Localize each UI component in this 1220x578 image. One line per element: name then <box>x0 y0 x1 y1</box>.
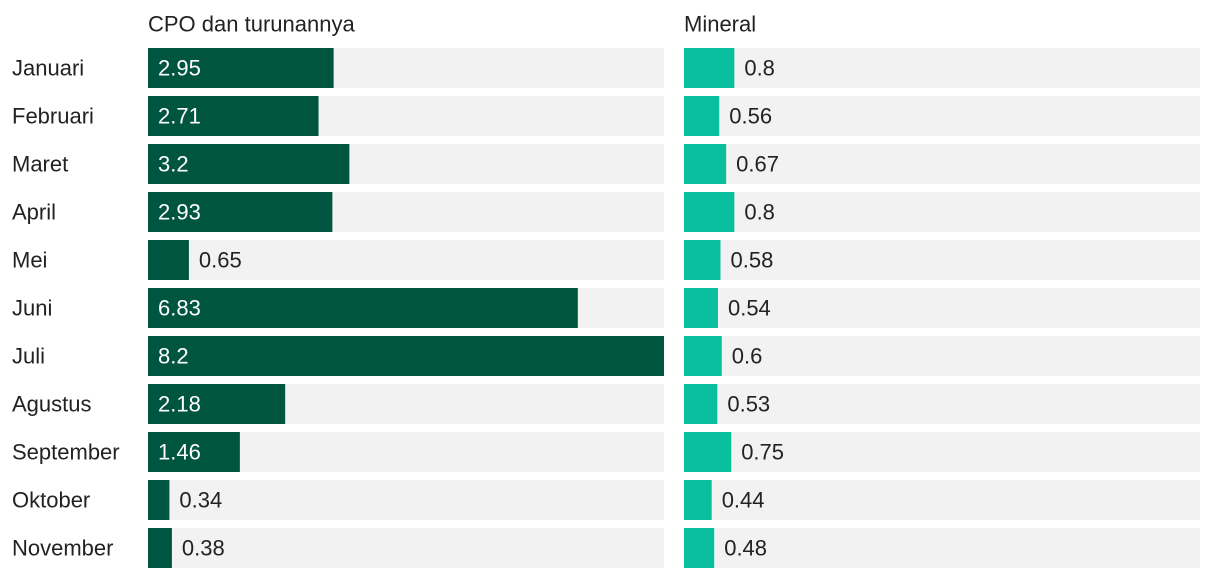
data-label: 0.75 <box>741 440 784 465</box>
data-label: 1.46 <box>158 440 201 465</box>
category-label: Februari <box>12 104 94 129</box>
bar <box>148 288 578 328</box>
bar <box>684 96 720 136</box>
bar <box>148 528 172 568</box>
bar <box>684 432 732 472</box>
panel-title: CPO dan turunannya <box>148 12 355 37</box>
category-label: April <box>12 200 56 225</box>
data-label: 0.65 <box>199 248 242 273</box>
data-label: 0.6 <box>732 344 763 369</box>
bar-track <box>684 432 1200 472</box>
data-label: 0.58 <box>730 248 773 273</box>
bar <box>684 48 735 88</box>
bar <box>684 192 735 232</box>
category-label: Oktober <box>12 488 90 513</box>
chart-panels: CPO dan turunannya 2.95 2.71 3.2 2.93 0.65 6.8… <box>148 12 1200 568</box>
data-label: 0.44 <box>722 488 765 513</box>
category-label: November <box>12 536 113 561</box>
bar <box>684 336 722 376</box>
panel-1: CPO dan turunannya 2.95 2.71 3.2 2.93 0.65 6.8… <box>148 12 664 568</box>
bar-track <box>684 192 1200 232</box>
data-label: 0.54 <box>728 296 771 321</box>
bar <box>148 432 240 472</box>
bar <box>148 144 350 184</box>
category-labels: Januari Februari Maret April Mei Juni Juli Agus… <box>12 56 120 561</box>
data-label: 0.48 <box>724 536 767 561</box>
data-label: 0.8 <box>744 56 775 81</box>
data-label: 0.67 <box>736 152 779 177</box>
data-label: 2.93 <box>158 200 201 225</box>
bar-track <box>148 240 664 280</box>
bar-track <box>684 480 1200 520</box>
bar-track <box>684 336 1200 376</box>
data-label: 0.38 <box>182 536 225 561</box>
bar <box>148 240 189 280</box>
bar <box>684 528 715 568</box>
data-label: 2.95 <box>158 56 201 81</box>
data-label: 0.53 <box>727 392 770 417</box>
bar <box>148 480 170 520</box>
panel-2: Mineral 0.8 0.56 0.67 0.8 0.58 0.54 0.6 0.53 0.75… <box>684 12 1200 568</box>
bar-track <box>684 384 1200 424</box>
bar-track <box>684 240 1200 280</box>
bar-track <box>148 528 664 568</box>
category-label: Juni <box>12 296 52 321</box>
bar <box>148 192 333 232</box>
category-label: Juli <box>12 344 45 369</box>
bar-track <box>684 144 1200 184</box>
bar-track <box>684 528 1200 568</box>
data-label: 8.2 <box>158 344 189 369</box>
bar <box>148 48 334 88</box>
bar <box>684 144 727 184</box>
category-label: Mei <box>12 248 47 273</box>
bar <box>684 384 718 424</box>
bar-track <box>684 48 1200 88</box>
data-label: 3.2 <box>158 152 189 177</box>
bar <box>684 240 721 280</box>
bar <box>148 96 319 136</box>
panel-title: Mineral <box>684 12 756 37</box>
data-label: 0.34 <box>179 488 222 513</box>
data-label: 2.71 <box>158 104 201 129</box>
bar-track <box>684 96 1200 136</box>
category-label: September <box>12 440 120 465</box>
category-label: Maret <box>12 152 68 177</box>
bar <box>148 384 286 424</box>
bar <box>148 336 664 376</box>
bar <box>684 480 712 520</box>
bar-track <box>684 288 1200 328</box>
data-label: 6.83 <box>158 296 201 321</box>
bar-track <box>148 480 664 520</box>
category-label: Agustus <box>12 392 92 417</box>
data-label: 0.8 <box>744 200 775 225</box>
category-label: Januari <box>12 56 84 81</box>
data-label: 2.18 <box>158 392 201 417</box>
data-label: 0.56 <box>729 104 772 129</box>
bar <box>684 288 718 328</box>
